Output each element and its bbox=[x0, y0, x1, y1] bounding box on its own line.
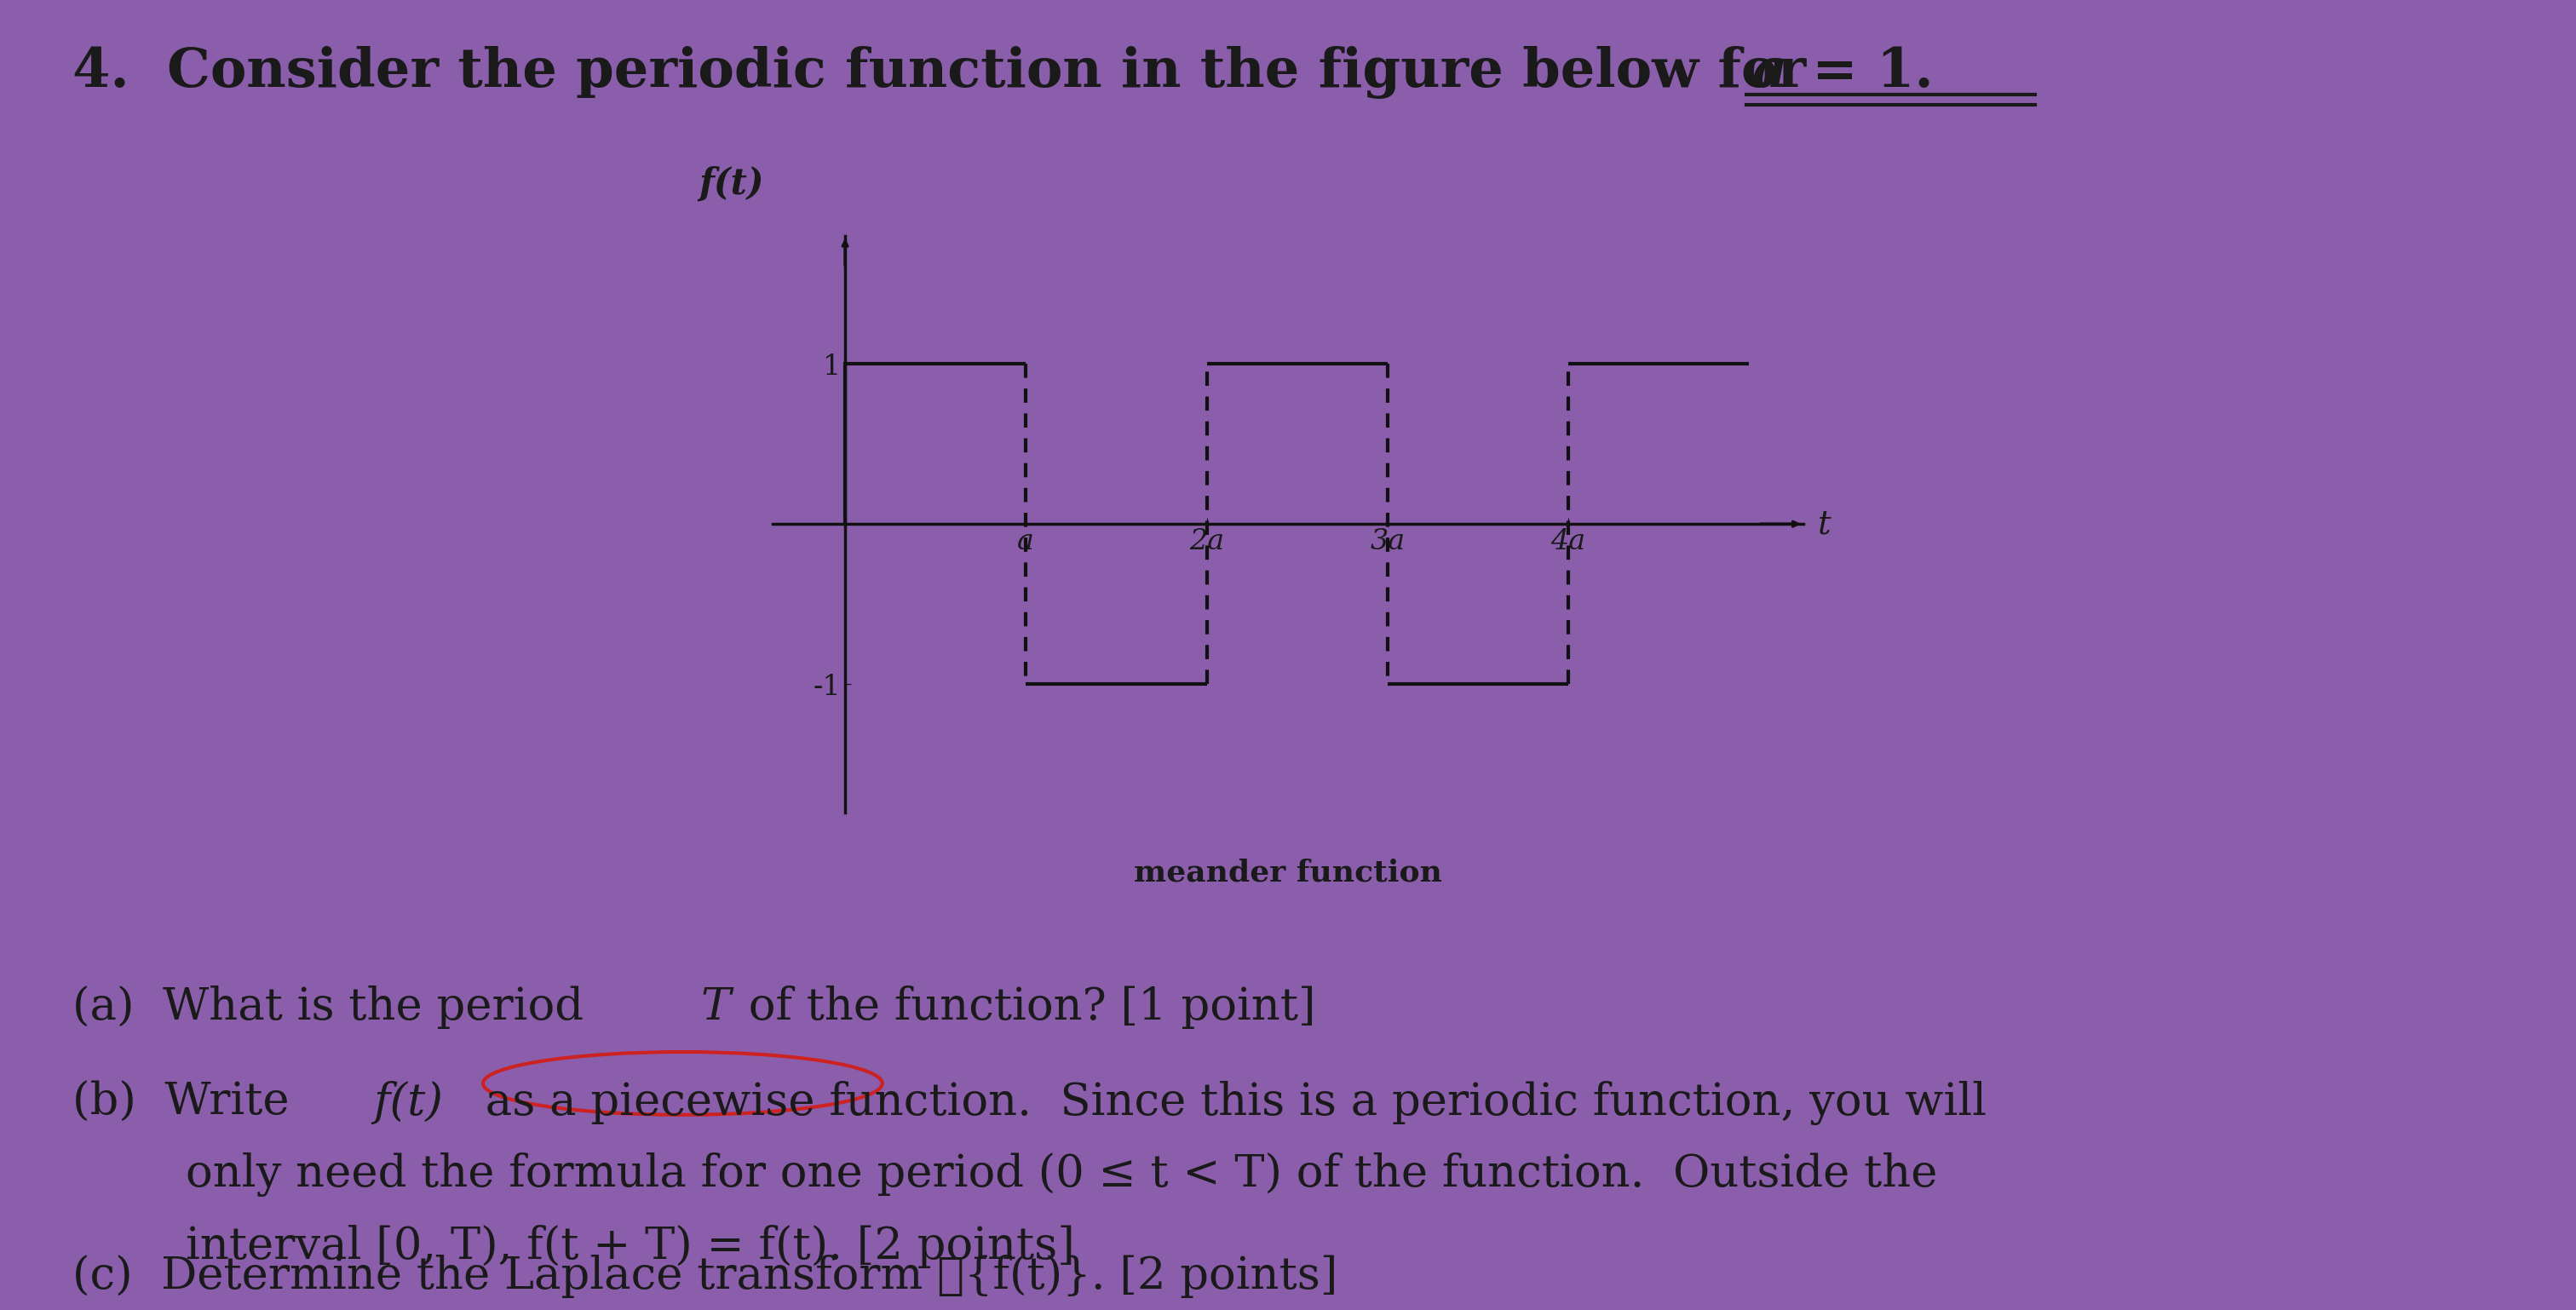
Text: T: T bbox=[701, 985, 732, 1028]
Text: of the function? [1 point]: of the function? [1 point] bbox=[734, 985, 1316, 1028]
Text: = 1.: = 1. bbox=[1793, 46, 1932, 98]
Text: as a piecewise function.  Since this is a periodic function, you will: as a piecewise function. Since this is a… bbox=[471, 1081, 1986, 1125]
Text: f(t): f(t) bbox=[698, 165, 765, 202]
Text: a: a bbox=[1752, 46, 1788, 98]
Text: only need the formula for one period (0 ≤ t < T) of the function.  Outside the: only need the formula for one period (0 … bbox=[185, 1153, 1937, 1197]
Text: t: t bbox=[1819, 508, 1832, 541]
Text: f(t): f(t) bbox=[374, 1081, 443, 1124]
Text: 4.  Consider the periodic function in the figure below for: 4. Consider the periodic function in the… bbox=[72, 46, 1824, 98]
Text: (a)  What is the period: (a) What is the period bbox=[72, 985, 598, 1028]
Text: (b)  Write: (b) Write bbox=[72, 1081, 304, 1124]
Text: meander function: meander function bbox=[1133, 858, 1443, 887]
Text: (c)  Determine the Laplace transform ℒ{f(t)}. [2 points]: (c) Determine the Laplace transform ℒ{f(… bbox=[72, 1255, 1337, 1298]
Text: interval [0, T), f(t + T) = f(t). [2 points]: interval [0, T), f(t + T) = f(t). [2 poi… bbox=[185, 1225, 1074, 1268]
